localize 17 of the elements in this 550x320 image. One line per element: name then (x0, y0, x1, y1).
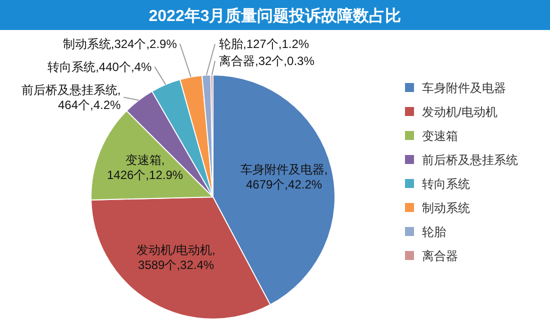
legend-label: 发动机/电动机 (422, 105, 498, 119)
legend-label: 轮胎 (422, 225, 446, 239)
data-label: 转向系统,440个,4% (48, 60, 152, 74)
legend-label: 离合器 (422, 249, 458, 263)
legend-label: 变速箱 (422, 129, 458, 143)
legend-label: 转向系统 (422, 177, 470, 191)
data-label: 前后桥及悬挂系统, 464个,4.2% (21, 83, 122, 112)
legend-label: 前后桥及悬挂系统 (422, 153, 518, 167)
data-label: 制动系统,324个,2.9% (62, 37, 178, 52)
data-label: 轮胎,127个,1.2% (219, 37, 310, 51)
data-label: 离合器,32个,0.3% (219, 54, 315, 68)
legend-label: 制动系统 (422, 201, 470, 215)
data-label: 车身附件及电器, 4679个,42.2% (240, 162, 328, 192)
data-label: 发动机/电动机, 3589个,32.4% (136, 243, 216, 272)
legend-label: 车身附件及电器 (422, 81, 506, 95)
data-label: 变速箱, 1426个,12.9% (106, 152, 184, 182)
chart-title: 2022年3月质量问题投诉故障数占比 (148, 7, 402, 25)
